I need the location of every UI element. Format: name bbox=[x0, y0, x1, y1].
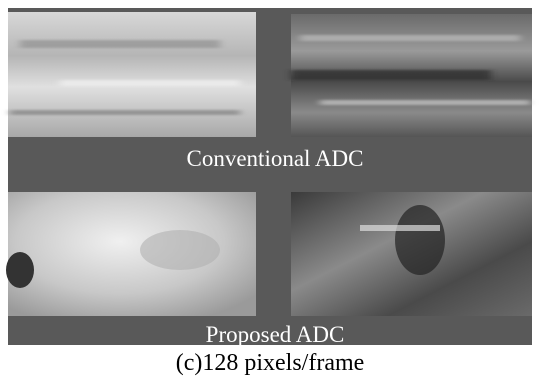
image-proposed-2 bbox=[291, 192, 532, 316]
image-proposed-1 bbox=[6, 192, 256, 316]
caption: (c)128 pixels/frame bbox=[176, 350, 365, 376]
panel-label: Proposed ADC bbox=[206, 322, 345, 347]
image-conventional-2 bbox=[291, 14, 532, 137]
figure: Conventional ADC Proposed ADC (c)128 pix… bbox=[0, 0, 540, 379]
image-conventional-1 bbox=[8, 12, 256, 137]
panel-label: Conventional ADC bbox=[187, 146, 364, 171]
page: Conventional ADC Proposed ADC (c)128 pix… bbox=[0, 0, 540, 379]
